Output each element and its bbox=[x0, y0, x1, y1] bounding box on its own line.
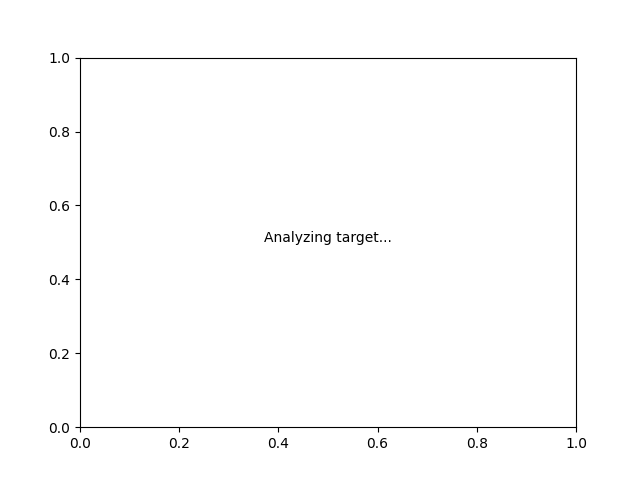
Text: Analyzing target...: Analyzing target... bbox=[264, 231, 392, 245]
